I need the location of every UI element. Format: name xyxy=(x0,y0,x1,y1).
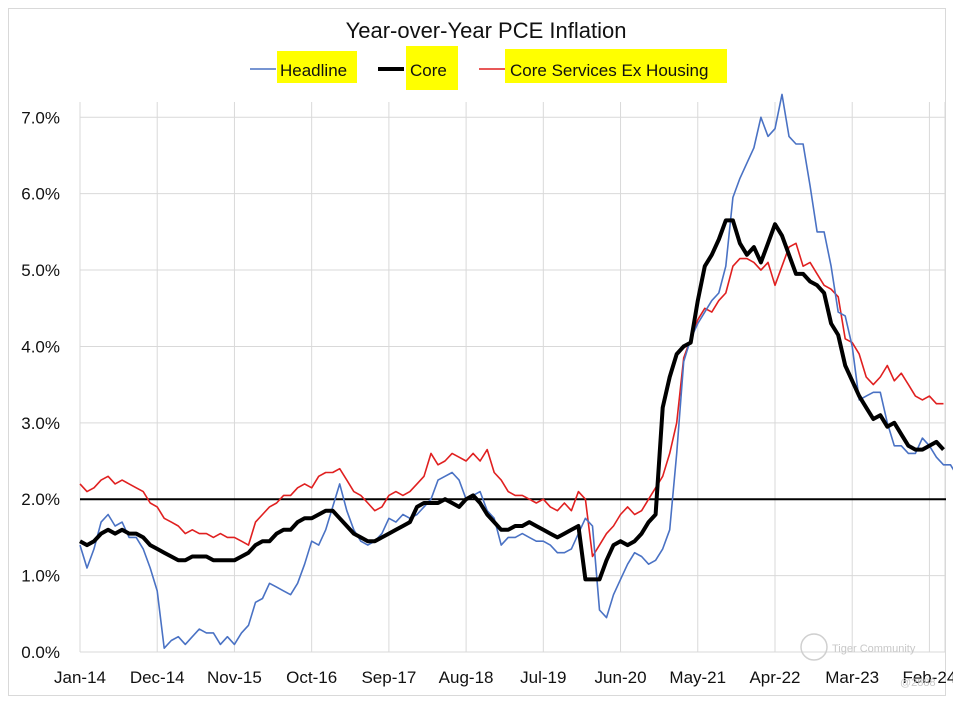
vertical-gridlines xyxy=(79,102,946,652)
y-tick-label: 7.0% xyxy=(21,108,60,127)
x-tick-label: Jan-14 xyxy=(54,668,106,687)
x-tick-label: Aug-18 xyxy=(439,668,494,687)
series-line-core xyxy=(79,218,945,582)
y-tick-label: 3.0% xyxy=(21,414,60,433)
x-tick-label: Feb-24 xyxy=(902,668,953,687)
watermark-handle: @2888 xyxy=(900,677,936,689)
x-tick-label: Jul-19 xyxy=(520,668,566,687)
x-tick-label: Apr-22 xyxy=(749,668,800,687)
legend-highlight-core-services xyxy=(505,49,727,83)
y-tick-label: 1.0% xyxy=(21,567,60,586)
legend-highlight-headline xyxy=(277,51,357,83)
legend-label-headline: Headline xyxy=(280,61,347,80)
x-tick-label: Oct-16 xyxy=(286,668,337,687)
x-tick-label: Nov-15 xyxy=(207,668,262,687)
horizontal-gridlines xyxy=(80,116,946,653)
legend-label-core-services: Core Services Ex Housing xyxy=(510,61,708,80)
x-tick-label: Sep-17 xyxy=(361,668,416,687)
series-lines xyxy=(79,93,953,650)
x-tick-label: Jun-20 xyxy=(595,668,647,687)
legend: Headline Core Core Services Ex Housing xyxy=(250,46,727,90)
y-axis-labels: 0.0% 1.0% 2.0% 3.0% 4.0% 5.0% 6.0% 7.0% xyxy=(21,108,60,662)
tiger-logo-icon xyxy=(800,633,828,661)
y-tick-label: 6.0% xyxy=(21,185,60,204)
x-axis-labels: Jan-14 Dec-14 Nov-15 Oct-16 Sep-17 Aug-18 Jul-… xyxy=(54,668,953,687)
y-tick-label: 0.0% xyxy=(21,643,60,662)
y-tick-label: 4.0% xyxy=(21,337,60,356)
x-tick-label: Dec-14 xyxy=(130,668,185,687)
watermark: Tiger Community @2888 xyxy=(800,633,936,689)
x-tick-label: Mar-23 xyxy=(825,668,879,687)
y-tick-label: 2.0% xyxy=(21,490,60,509)
x-tick-label: May-21 xyxy=(669,668,726,687)
y-tick-label: 5.0% xyxy=(21,261,60,280)
legend-label-core: Core xyxy=(410,61,447,80)
series-line-core-services xyxy=(79,242,944,558)
chart-title: Year-over-Year PCE Inflation xyxy=(346,18,627,43)
legend-highlight-core xyxy=(406,46,458,90)
watermark-brand: Tiger Community xyxy=(832,643,916,655)
series-line-headline xyxy=(79,93,953,650)
